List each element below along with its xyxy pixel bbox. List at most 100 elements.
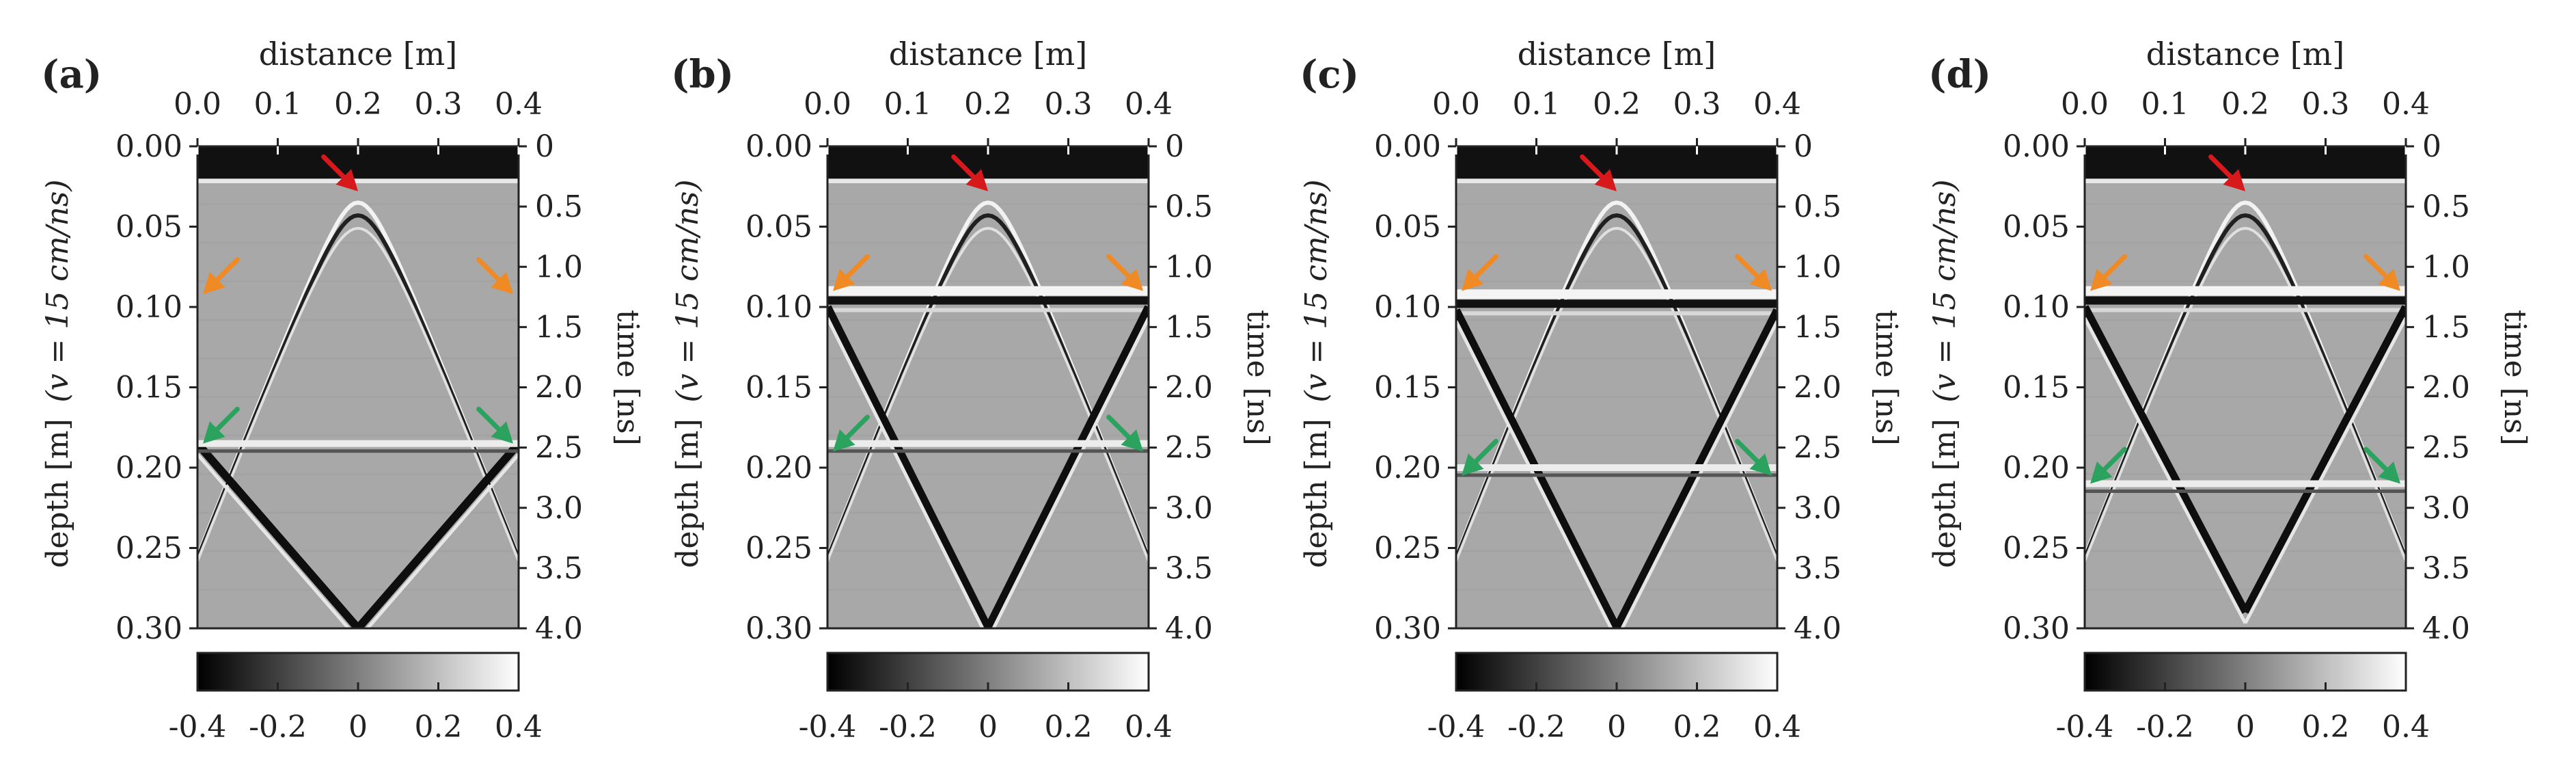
y-tick-label: 0.05 (2003, 210, 2070, 245)
x-tick-label: 0.3 (2302, 87, 2350, 122)
arrow-head (965, 169, 988, 191)
diagonal-reflection-right (984, 305, 1149, 628)
diagonal-ring-left (2085, 317, 2247, 624)
colorbar-tick-label: 0 (2236, 710, 2255, 745)
y2-tick-label: 2.5 (2422, 431, 2470, 466)
y2-tick-label: 0.5 (535, 189, 583, 224)
annotation-arrow (476, 406, 513, 444)
panel-label: (b) (671, 52, 734, 97)
y2-tick-label: 4.0 (1794, 611, 1841, 646)
y-tick-label: 0.30 (115, 611, 182, 646)
y2-axis-label: time [ns] (2497, 310, 2532, 446)
y-tick-label: 0.25 (115, 531, 182, 566)
annotation-arrow (203, 257, 240, 295)
panel-d: 0.0 0.1 0.2 0.3 0.4 distance [m] 0.00 0.05 0.10 0… (1928, 36, 2532, 745)
annotation-arrow (1462, 438, 1498, 476)
colorbar-tick-label: -0.4 (799, 710, 857, 745)
y-tick-label: 0.10 (745, 290, 812, 325)
arrow-head (2378, 268, 2400, 291)
y-tick-label: 0.30 (745, 611, 812, 646)
y2-tick-label: 2.0 (1794, 371, 1841, 405)
hyperbola-ring (197, 226, 519, 562)
y2-tick-label: 0 (1794, 129, 1813, 164)
colorbar-tick-label: -0.4 (169, 710, 227, 745)
y2-tick-label: 3.0 (1794, 491, 1841, 526)
y2-tick-label: 1.0 (1165, 250, 1213, 284)
diagonal-ring-left (197, 453, 351, 628)
y-tick-label: 0.15 (1374, 371, 1441, 405)
y2-tick-label: 1.0 (2422, 250, 2470, 284)
y-tick-label: 0.00 (2003, 129, 2070, 164)
y-tick-label: 0.20 (1374, 451, 1441, 485)
panel-label: (d) (1928, 52, 1991, 97)
y2-tick-label: 3.5 (1165, 551, 1213, 586)
colorbar-tick-label: 0.4 (1125, 710, 1173, 745)
annotation-arrow (1106, 254, 1143, 291)
x-tick-label: 0.2 (2221, 87, 2269, 122)
annotation-arrow (2090, 254, 2127, 291)
annotation-arrow (833, 414, 870, 452)
annotation-arrow (951, 154, 988, 191)
y2-axis-label: time [ns] (1869, 310, 1904, 446)
y2-tick-label: 2.0 (2422, 371, 2470, 405)
y2-tick-label: 1.5 (2422, 310, 2470, 345)
x-tick-label: 0.0 (174, 87, 221, 122)
x-tick-label: 0.2 (334, 87, 382, 122)
velocity-annotation: (v = 15 cm/ns) (1299, 179, 1334, 402)
x-tick-label: 0.2 (1593, 87, 1641, 122)
y2-tick-label: 2.0 (535, 371, 583, 405)
diagonal-ring-right (2243, 317, 2406, 624)
y2-tick-label: 4.0 (2422, 611, 2470, 646)
y-tick-label: 0.25 (745, 531, 812, 566)
colorbar-tick-label: 0.2 (2302, 710, 2350, 745)
arrow-head (203, 271, 225, 295)
y2-tick-label: 0.5 (1165, 189, 1213, 224)
diagonal-reflection-right (355, 440, 519, 628)
annotation-arrow (2363, 446, 2400, 484)
radargram-image (1456, 146, 1777, 628)
y2-tick-label: 3.0 (2422, 491, 2470, 526)
y-tick-label: 0.10 (115, 290, 182, 325)
y-tick-label: 0.20 (115, 451, 182, 485)
radargram-image (2085, 146, 2406, 624)
y2-axis-label: time [ns] (1240, 310, 1275, 446)
annotation-arrow (321, 154, 358, 191)
x-tick-label: 0.1 (2141, 87, 2189, 122)
y2-tick-label: 0 (1165, 129, 1184, 164)
y2-tick-label: 3.5 (1794, 551, 1841, 586)
x-tick-label: 0.0 (2061, 87, 2109, 122)
colorbar-tick-label: 0 (348, 710, 368, 745)
y2-tick-label: 0 (2422, 129, 2441, 164)
colorbar-tick-label: -0.2 (2136, 710, 2194, 745)
x-tick-label: 0.1 (1513, 87, 1561, 122)
diagonal-reflection-left (827, 305, 992, 628)
y2-tick-label: 3.0 (535, 491, 583, 526)
y-axis-label: depth [m] (40, 418, 75, 567)
x-tick-label: 0.3 (1673, 87, 1721, 122)
y2-tick-label: 0 (535, 129, 554, 164)
arrow-head (1594, 169, 1617, 191)
colorbar-tick-label: 0 (1607, 710, 1626, 745)
x-axis-label: distance [m] (1518, 36, 1716, 72)
y-tick-label: 0.10 (2003, 290, 2070, 325)
colorbar-tick-label: -0.4 (1427, 710, 1485, 745)
x-axis-label: distance [m] (259, 36, 457, 72)
x-tick-label: 0.4 (495, 87, 543, 122)
velocity-annotation: (v = 15 cm/ns) (40, 179, 75, 402)
x-tick-label: 0.0 (1432, 87, 1480, 122)
diagonal-ring-left (1456, 320, 1613, 628)
diagonal-ring-right (1620, 320, 1777, 628)
arrow-head (1749, 453, 1772, 476)
y2-tick-label: 1.0 (1794, 250, 1841, 284)
y-tick-label: 0.05 (1374, 210, 1441, 245)
y-tick-label: 0.20 (2003, 451, 2070, 485)
colorbar-tick-label: -0.2 (879, 710, 937, 745)
y2-tick-label: 4.0 (535, 611, 583, 646)
y2-tick-label: 3.0 (1165, 491, 1213, 526)
hyperbola-ring (827, 226, 1149, 562)
annotation-arrow (2208, 154, 2245, 191)
arrow-head (491, 421, 513, 444)
x-axis-label: distance [m] (889, 36, 1087, 72)
y2-tick-label: 2.5 (1794, 431, 1841, 466)
annotation-arrow (1735, 254, 1772, 291)
